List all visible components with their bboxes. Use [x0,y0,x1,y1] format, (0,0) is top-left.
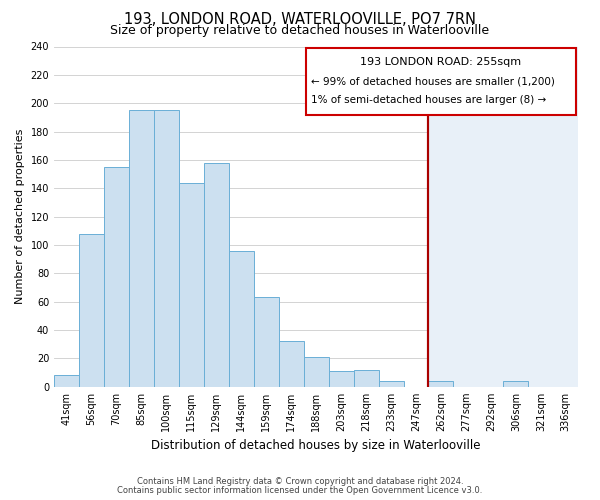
Bar [79,234,104,387]
Bar [54,376,79,387]
Bar [428,381,454,387]
Text: 1% of semi-detached houses are larger (8) →: 1% of semi-detached houses are larger (8… [311,95,546,105]
Bar [254,298,279,387]
Text: Size of property relative to detached houses in Waterlooville: Size of property relative to detached ho… [110,24,490,37]
Bar [154,110,179,387]
Text: Contains HM Land Registry data © Crown copyright and database right 2024.: Contains HM Land Registry data © Crown c… [137,477,463,486]
X-axis label: Distribution of detached houses by size in Waterlooville: Distribution of detached houses by size … [151,440,481,452]
Bar [329,371,353,387]
Text: Contains public sector information licensed under the Open Government Licence v3: Contains public sector information licen… [118,486,482,495]
Bar [254,298,279,387]
Bar [428,381,454,387]
Y-axis label: Number of detached properties: Number of detached properties [15,129,25,304]
Bar [179,182,204,387]
Bar [204,163,229,387]
Text: 193, LONDON ROAD, WATERLOOVILLE, PO7 7RN: 193, LONDON ROAD, WATERLOOVILLE, PO7 7RN [124,12,476,28]
Bar [204,163,229,387]
Bar [353,370,379,387]
Bar [229,250,254,387]
Bar [279,342,304,387]
Bar [154,110,179,387]
Bar [503,381,529,387]
Bar [54,376,79,387]
Bar [304,357,329,387]
Bar [329,371,353,387]
Bar [229,250,254,387]
Bar [79,234,104,387]
Bar [428,46,578,387]
Bar [129,110,154,387]
Text: ← 99% of detached houses are smaller (1,200): ← 99% of detached houses are smaller (1,… [311,76,555,86]
Text: 193 LONDON ROAD: 255sqm: 193 LONDON ROAD: 255sqm [360,56,521,66]
Bar [104,167,129,387]
Bar [503,381,529,387]
Bar [104,167,129,387]
Bar [379,381,404,387]
Bar [379,381,404,387]
FancyBboxPatch shape [305,48,575,114]
Bar [353,370,379,387]
Bar [279,342,304,387]
Bar [179,182,204,387]
Bar [129,110,154,387]
Bar [304,357,329,387]
